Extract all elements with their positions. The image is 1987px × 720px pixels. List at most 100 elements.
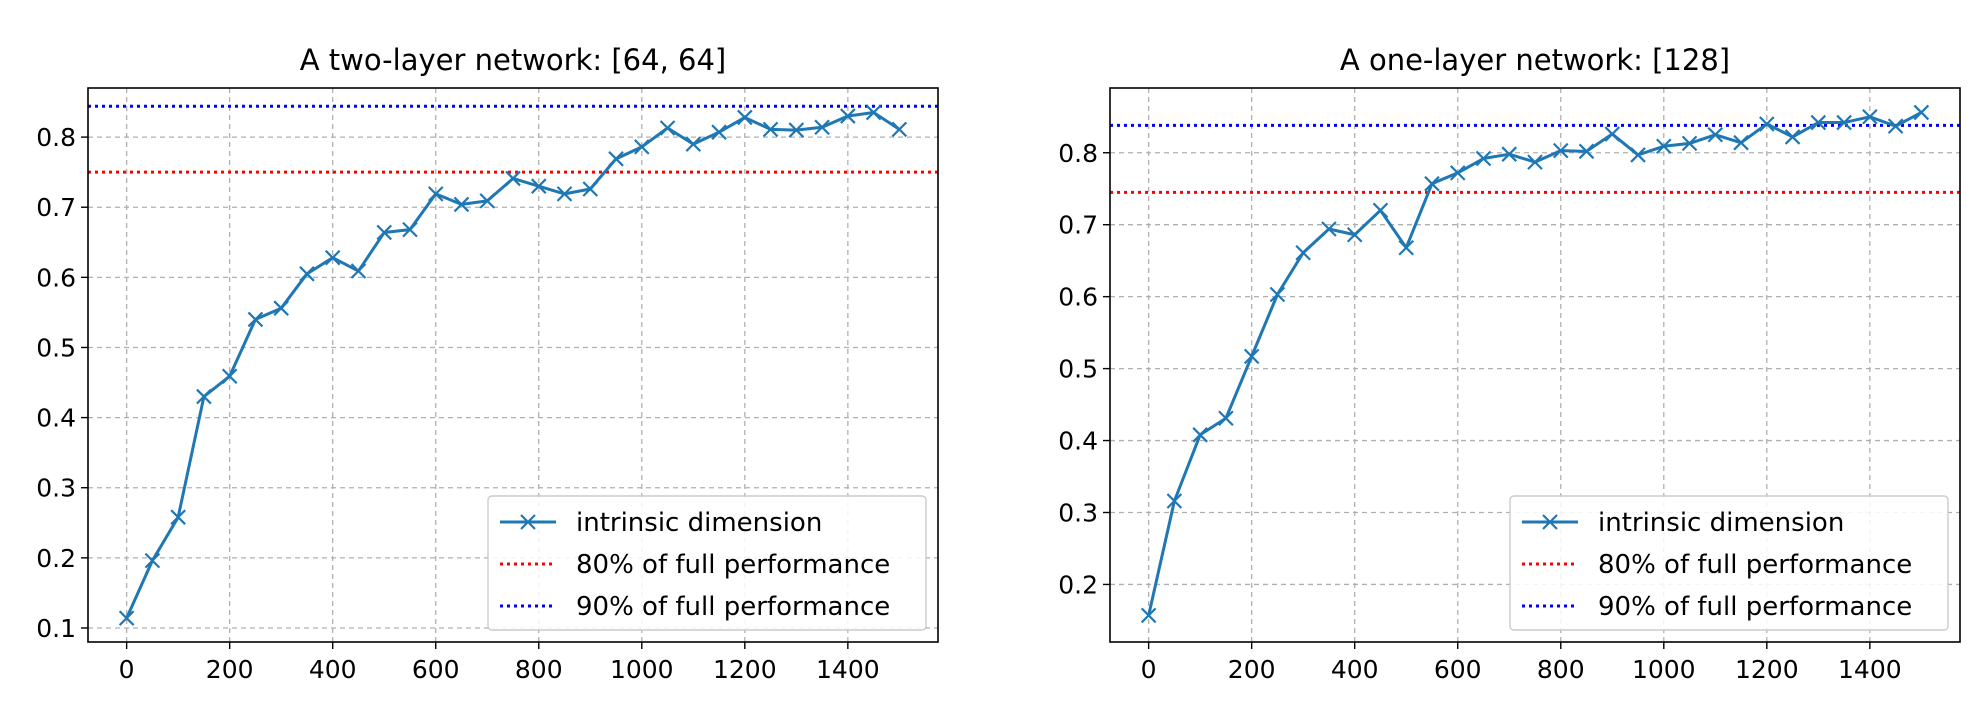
y-tick-label: 0.7 xyxy=(1058,211,1098,240)
data-point-marker xyxy=(1810,114,1827,131)
x-tick-label: 1400 xyxy=(1838,655,1902,684)
data-point-marker xyxy=(891,121,908,138)
data-point-marker xyxy=(1372,202,1389,219)
y-tick-label: 0.4 xyxy=(36,404,76,433)
legend: intrinsic dimension 80% of full performan… xyxy=(487,495,927,631)
data-point-marker xyxy=(788,122,805,138)
data-point-marker xyxy=(1552,142,1569,159)
data-point-marker xyxy=(1424,175,1440,192)
data-point-marker xyxy=(530,178,547,194)
legend-swatch-marker xyxy=(520,514,536,530)
data-point-marker xyxy=(479,193,496,209)
data-point-marker xyxy=(1784,129,1801,145)
legend-label: 90% of full performance xyxy=(1598,592,1912,622)
data-point-marker xyxy=(685,136,702,152)
legend-label: intrinsic dimension xyxy=(1598,508,1844,538)
x-tick-label: 600 xyxy=(412,655,460,684)
y-tick-label: 0.5 xyxy=(1058,355,1098,384)
data-point-marker xyxy=(1759,116,1775,132)
y-tick-label: 0.2 xyxy=(36,544,76,573)
data-point-marker xyxy=(1475,150,1492,167)
x-tick-label: 1000 xyxy=(1632,655,1696,684)
data-point-marker xyxy=(402,221,418,238)
data-point-marker xyxy=(1681,135,1698,152)
y-tick-label: 0.7 xyxy=(36,193,76,222)
y-tick-label: 0.8 xyxy=(1058,139,1098,168)
x-tick-label: 800 xyxy=(1537,655,1585,684)
data-point-marker xyxy=(711,124,727,140)
data-point-marker xyxy=(247,311,264,328)
data-point-marker xyxy=(350,263,367,279)
data-point-marker xyxy=(1656,138,1672,155)
y-tick-label: 0.5 xyxy=(36,333,76,362)
data-point-marker xyxy=(1166,493,1183,509)
data-point-marker xyxy=(1192,427,1208,443)
data-point-marker xyxy=(608,151,624,167)
data-point-marker xyxy=(299,266,315,282)
y-tick-label: 0.6 xyxy=(36,263,76,292)
data-point-marker xyxy=(634,139,650,155)
data-point-marker xyxy=(376,224,392,241)
data-point-marker xyxy=(1501,146,1518,162)
data-point-marker xyxy=(1578,143,1595,160)
data-point-marker xyxy=(1527,154,1543,170)
legend-label: 80% of full performance xyxy=(1598,550,1912,580)
data-point-marker xyxy=(762,121,779,138)
data-point-marker xyxy=(1398,239,1414,256)
data-point-marker xyxy=(1913,104,1930,121)
data-point-marker xyxy=(1862,109,1878,125)
data-point-marker xyxy=(814,119,830,136)
legend-swatch-marker xyxy=(1542,514,1558,530)
y-tick-label: 0.3 xyxy=(36,474,76,503)
x-tick-label: 1400 xyxy=(816,655,880,684)
data-point-marker xyxy=(737,109,753,126)
data-point-marker xyxy=(170,509,186,525)
x-tick-label: 400 xyxy=(309,655,357,684)
y-tick-label: 0.3 xyxy=(1058,498,1098,527)
legend-label: intrinsic dimension xyxy=(576,508,822,538)
y-tick-label: 0.8 xyxy=(36,123,76,152)
x-tick-label: 1000 xyxy=(610,655,674,684)
data-point-marker xyxy=(505,170,521,187)
data-point-marker xyxy=(273,300,289,316)
data-point-marker xyxy=(1346,226,1363,243)
data-point-marker xyxy=(1269,286,1286,303)
data-point-marker xyxy=(196,388,212,405)
data-point-marker xyxy=(1707,126,1724,143)
legend: intrinsic dimension 80% of full performan… xyxy=(1509,495,1949,631)
data-point-marker xyxy=(1836,114,1852,131)
chart-one-layer-network: A one-layer network: [128] 0 200 400 600 800 1… xyxy=(1058,43,1961,684)
x-tick-label: 1200 xyxy=(1735,655,1799,684)
legend-box xyxy=(487,495,927,631)
data-point-marker xyxy=(840,108,856,124)
chart-two-layer-network: A two-layer network: [64, 64] 0 200 400 600 8… xyxy=(36,43,939,684)
x-tick-label: 0 xyxy=(119,655,135,684)
chart-title: A one-layer network: [128] xyxy=(1340,43,1730,77)
data-point-marker xyxy=(1140,607,1157,624)
data-point-marker xyxy=(453,196,470,213)
data-point-marker xyxy=(659,120,676,136)
chart-title: A two-layer network: [64, 64] xyxy=(300,43,727,77)
data-point-marker xyxy=(1604,126,1621,142)
data-point-marker xyxy=(118,610,135,626)
data-point-marker xyxy=(1321,221,1337,237)
y-tick-label: 0.6 xyxy=(1058,283,1098,312)
data-point-marker xyxy=(1218,410,1234,427)
data-point-marker xyxy=(427,186,444,202)
legend-label: 90% of full performance xyxy=(576,592,890,622)
x-tick-label: 200 xyxy=(1228,655,1276,684)
x-tick-label: 0 xyxy=(1141,655,1157,684)
data-point-marker xyxy=(324,249,341,266)
data-point-marker xyxy=(1243,348,1260,365)
data-point-marker xyxy=(144,552,161,569)
data-point-marker xyxy=(1295,244,1311,261)
x-tick-label: 800 xyxy=(515,655,563,684)
data-point-marker xyxy=(582,181,599,197)
x-tick-label: 200 xyxy=(206,655,254,684)
data-point-marker xyxy=(865,104,882,121)
x-tick-label: 400 xyxy=(1331,655,1379,684)
data-point-marker xyxy=(221,368,238,384)
legend-label: 80% of full performance xyxy=(576,550,890,580)
data-point-marker xyxy=(1449,165,1466,181)
